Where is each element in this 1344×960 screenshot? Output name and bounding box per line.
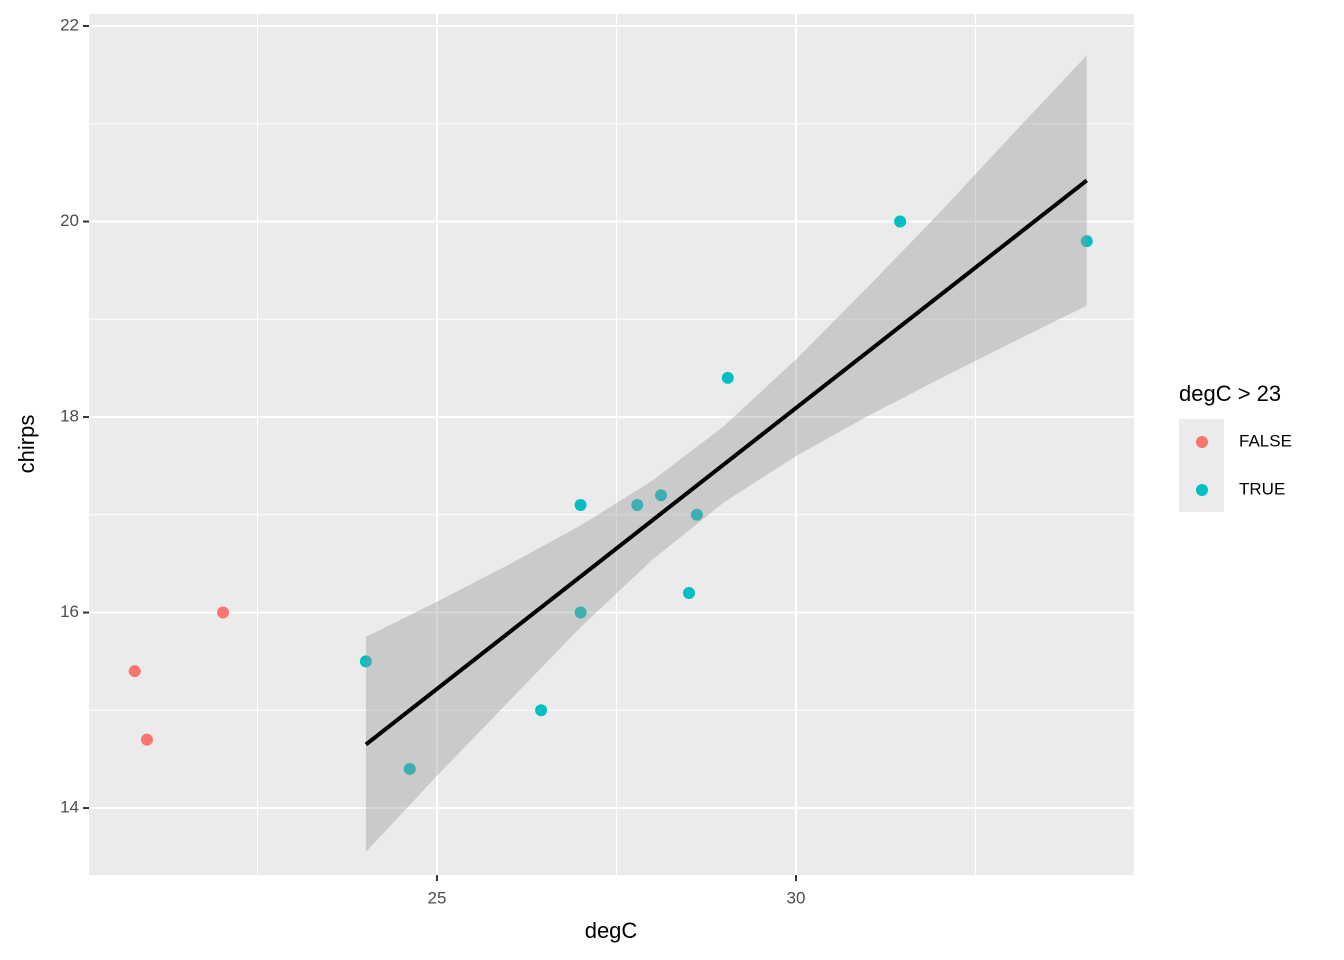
x-tick-label: 25 [428, 888, 447, 907]
y-tick-label: 22 [60, 16, 79, 35]
legend-key [1196, 436, 1208, 448]
legend-label: FALSE [1239, 431, 1292, 450]
point [128, 665, 141, 678]
legend-key [1196, 484, 1208, 496]
point [721, 371, 734, 384]
confidence-band [365, 55, 1087, 853]
y-tick-label: 14 [60, 798, 79, 817]
point [574, 606, 587, 619]
point [403, 762, 416, 775]
x-tick-label: 30 [787, 888, 806, 907]
x-axis-title: degC [585, 918, 638, 943]
y-tick-label: 20 [60, 211, 79, 230]
y-tick-label: 18 [60, 407, 79, 426]
point [894, 215, 907, 228]
point [217, 606, 230, 619]
legend-title: degC > 23 [1179, 381, 1281, 406]
point [683, 586, 696, 599]
point [690, 508, 703, 521]
legend-key-box [1179, 419, 1224, 512]
point [574, 499, 587, 512]
legend-label: TRUE [1239, 479, 1285, 498]
point [1080, 235, 1093, 248]
point [631, 499, 644, 512]
point [535, 704, 548, 717]
y-tick-label: 16 [60, 602, 79, 621]
point [655, 489, 668, 502]
y-axis-title: chirps [14, 415, 39, 474]
fit-line [364, 178, 1088, 747]
point [140, 733, 153, 746]
panel [89, 14, 1134, 875]
point [359, 655, 372, 668]
